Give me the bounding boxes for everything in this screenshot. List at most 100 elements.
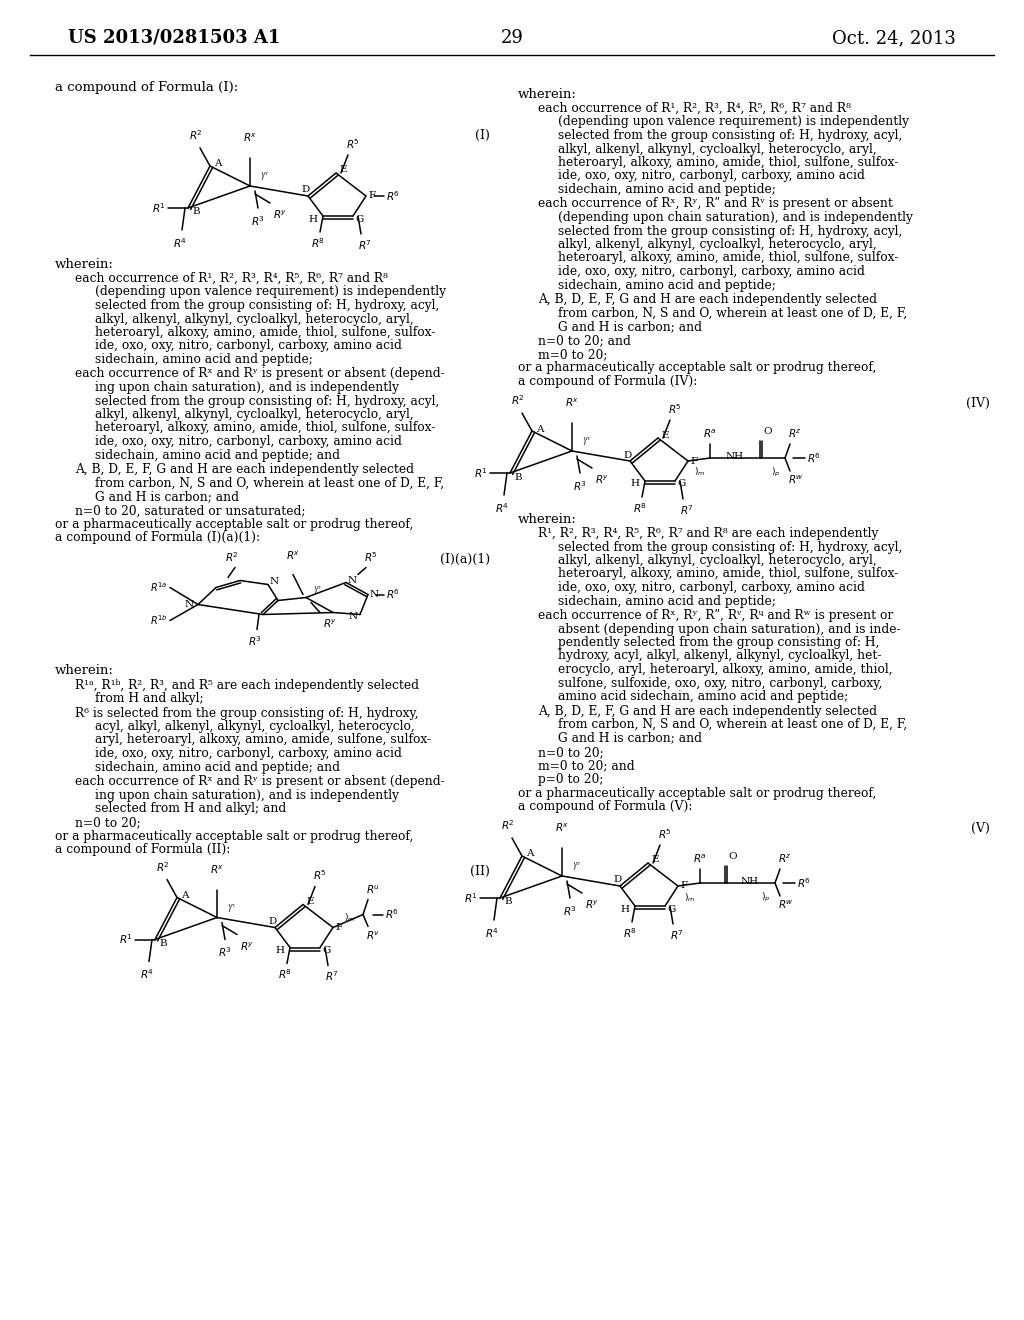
- Text: A: A: [536, 425, 544, 433]
- Text: $R^y$: $R^y$: [323, 618, 337, 630]
- Text: B: B: [514, 473, 521, 482]
- Text: $)^n$: $)^n$: [582, 436, 591, 447]
- Text: E: E: [339, 165, 346, 174]
- Text: selected from the group consisting of: H, hydroxy, acyl,: selected from the group consisting of: H…: [95, 300, 439, 312]
- Text: alkyl, alkenyl, alkynyl, cycloalkyl, heterocyclo, aryl,: alkyl, alkenyl, alkynyl, cycloalkyl, het…: [558, 238, 877, 251]
- Text: D: D: [613, 875, 623, 884]
- Text: H: H: [620, 904, 629, 913]
- Text: a compound of Formula (I)(a)(1):: a compound of Formula (I)(a)(1):: [55, 532, 260, 544]
- Text: ide, oxo, oxy, nitro, carbonyl, carboxy, amino acid: ide, oxo, oxy, nitro, carbonyl, carboxy,…: [558, 169, 865, 182]
- Text: sidechain, amino acid and peptide; and: sidechain, amino acid and peptide; and: [95, 449, 340, 462]
- Text: $R^6$: $R^6$: [386, 189, 400, 203]
- Text: H: H: [275, 946, 284, 954]
- Text: erocyclo, aryl, heteroaryl, alkoxy, amino, amide, thiol,: erocyclo, aryl, heteroaryl, alkoxy, amin…: [558, 663, 893, 676]
- Text: $R^5$: $R^5$: [313, 869, 327, 883]
- Text: from H and alkyl;: from H and alkyl;: [95, 692, 204, 705]
- Text: wherein:: wherein:: [55, 664, 114, 677]
- Text: $)^n$: $)^n$: [572, 861, 581, 873]
- Text: $R^u$: $R^u$: [366, 884, 380, 896]
- Text: absent (depending upon chain saturation), and is inde-: absent (depending upon chain saturation)…: [558, 623, 901, 635]
- Text: $R^4$: $R^4$: [485, 927, 499, 940]
- Text: $R^2$: $R^2$: [501, 818, 515, 832]
- Text: ide, oxo, oxy, nitro, carbonyl, carboxy, amino acid: ide, oxo, oxy, nitro, carbonyl, carboxy,…: [95, 747, 401, 760]
- Text: G and H is carbon; and: G and H is carbon; and: [558, 731, 702, 744]
- Text: sidechain, amino acid and peptide;: sidechain, amino acid and peptide;: [558, 279, 776, 292]
- Text: $R^2$: $R^2$: [189, 128, 203, 143]
- Text: sulfone, sulfoxide, oxo, oxy, nitro, carbonyl, carboxy,: sulfone, sulfoxide, oxo, oxy, nitro, car…: [558, 676, 883, 689]
- Text: heteroaryl, alkoxy, amino, amide, thiol, sulfone, sulfox-: heteroaryl, alkoxy, amino, amide, thiol,…: [558, 568, 898, 581]
- Text: each occurrence of Rˣ, Rʸ, Rʺ and Rᵛ is present or absent: each occurrence of Rˣ, Rʸ, Rʺ and Rᵛ is …: [538, 198, 893, 210]
- Text: $R^x$: $R^x$: [555, 821, 569, 834]
- Text: B: B: [504, 898, 512, 907]
- Text: heteroaryl, alkoxy, amino, amide, thiol, sulfone, sulfox-: heteroaryl, alkoxy, amino, amide, thiol,…: [95, 326, 435, 339]
- Text: sidechain, amino acid and peptide;: sidechain, amino acid and peptide;: [558, 594, 776, 607]
- Text: alkyl, alkenyl, alkynyl, cycloalkyl, heterocyclo, aryl,: alkyl, alkenyl, alkynyl, cycloalkyl, het…: [95, 313, 414, 326]
- Text: ide, oxo, oxy, nitro, carbonyl, carboxy, amino acid: ide, oxo, oxy, nitro, carbonyl, carboxy,…: [95, 436, 401, 447]
- Text: $R^{1a}$: $R^{1a}$: [151, 581, 168, 594]
- Text: $R^8$: $R^8$: [311, 236, 325, 249]
- Text: or a pharmaceutically acceptable salt or prodrug thereof,: or a pharmaceutically acceptable salt or…: [55, 517, 414, 531]
- Text: E: E: [651, 855, 658, 865]
- Text: alkyl, alkenyl, alkynyl, cycloalkyl, heterocyclo, aryl,: alkyl, alkenyl, alkynyl, cycloalkyl, het…: [558, 143, 877, 156]
- Text: wherein:: wherein:: [518, 513, 577, 525]
- Text: G: G: [355, 214, 364, 223]
- Text: $)_p$: $)_p$: [761, 891, 770, 904]
- Text: $R^1$: $R^1$: [119, 933, 133, 946]
- Text: $R^7$: $R^7$: [358, 238, 372, 252]
- Text: heteroaryl, alkoxy, amino, amide, thiol, sulfone, sulfox-: heteroaryl, alkoxy, amino, amide, thiol,…: [558, 252, 898, 264]
- Text: ide, oxo, oxy, nitro, carbonyl, carboxy, amino acid: ide, oxo, oxy, nitro, carbonyl, carboxy,…: [95, 339, 401, 352]
- Text: each occurrence of Rˣ, Rʸ, Rʺ, Rᵛ, Rᶣ and Rʷ is present or: each occurrence of Rˣ, Rʸ, Rʺ, Rᵛ, Rᶣ an…: [538, 609, 893, 622]
- Text: B: B: [193, 207, 200, 216]
- Text: $R^y$: $R^y$: [273, 209, 288, 222]
- Text: heteroaryl, alkoxy, amino, amide, thiol, sulfone, sulfox-: heteroaryl, alkoxy, amino, amide, thiol,…: [558, 156, 898, 169]
- Text: A: A: [181, 891, 188, 900]
- Text: a compound of Formula (II):: a compound of Formula (II):: [55, 843, 230, 857]
- Text: $R^{1b}$: $R^{1b}$: [151, 614, 168, 627]
- Text: $R^7$: $R^7$: [670, 928, 684, 941]
- Text: ide, oxo, oxy, nitro, carbonyl, carboxy, amino acid: ide, oxo, oxy, nitro, carbonyl, carboxy,…: [558, 265, 865, 279]
- Text: $R^1$: $R^1$: [152, 201, 166, 215]
- Text: D: D: [624, 450, 632, 459]
- Text: ing upon chain saturation), and is independently: ing upon chain saturation), and is indep…: [95, 788, 399, 801]
- Text: $R^5$: $R^5$: [658, 828, 672, 841]
- Text: amino acid sidechain, amino acid and peptide;: amino acid sidechain, amino acid and pep…: [558, 690, 848, 704]
- Text: $)^n$: $)^n$: [260, 170, 268, 182]
- Text: N: N: [270, 577, 280, 586]
- Text: each occurrence of R¹, R², R³, R⁴, R⁵, R⁶, R⁷ and R⁸: each occurrence of R¹, R², R³, R⁴, R⁵, R…: [75, 272, 388, 285]
- Text: $)_m$: $)_m$: [693, 466, 705, 479]
- Text: $R^2$: $R^2$: [511, 393, 525, 407]
- Text: aryl, heteroaryl, alkoxy, amino, amide, sulfone, sulfox-: aryl, heteroaryl, alkoxy, amino, amide, …: [95, 734, 431, 747]
- Text: A: A: [526, 850, 534, 858]
- Text: $R^2$: $R^2$: [156, 859, 170, 874]
- Text: $R^y$: $R^y$: [585, 899, 599, 911]
- Text: $)_p$: $)_p$: [771, 466, 780, 479]
- Text: N: N: [348, 576, 357, 585]
- Text: $R^w$: $R^w$: [778, 899, 794, 911]
- Text: a compound of Formula (I):: a compound of Formula (I):: [55, 82, 239, 95]
- Text: $R^8$: $R^8$: [278, 968, 292, 981]
- Text: D: D: [302, 186, 310, 194]
- Text: F: F: [680, 882, 687, 891]
- Text: wherein:: wherein:: [518, 88, 577, 102]
- Text: $R^4$: $R^4$: [140, 968, 154, 981]
- Text: B: B: [159, 939, 167, 948]
- Text: O: O: [763, 426, 772, 436]
- Text: $)^n$: $)^n$: [313, 583, 322, 595]
- Text: sidechain, amino acid and peptide;: sidechain, amino acid and peptide;: [558, 183, 776, 195]
- Text: or a pharmaceutically acceptable salt or prodrug thereof,: or a pharmaceutically acceptable salt or…: [518, 362, 877, 375]
- Text: alkyl, alkenyl, alkynyl, cycloalkyl, heterocyclo, aryl,: alkyl, alkenyl, alkynyl, cycloalkyl, het…: [558, 554, 877, 568]
- Text: $R^3$: $R^3$: [251, 214, 265, 228]
- Text: $R^3$: $R^3$: [563, 904, 577, 917]
- Text: from carbon, N, S and O, wherein at least one of D, E, F,: from carbon, N, S and O, wherein at leas…: [558, 718, 907, 731]
- Text: n=0 to 20;: n=0 to 20;: [75, 817, 140, 829]
- Text: NH: NH: [741, 876, 759, 886]
- Text: A, B, D, E, F, G and H are each independently selected: A, B, D, E, F, G and H are each independ…: [538, 293, 877, 306]
- Text: $R^a$: $R^a$: [693, 853, 707, 865]
- Text: G and H is carbon; and: G and H is carbon; and: [95, 490, 239, 503]
- Text: selected from the group consisting of: H, hydroxy, acyl,: selected from the group consisting of: H…: [558, 540, 902, 553]
- Text: NH: NH: [726, 451, 744, 461]
- Text: (I): (I): [475, 128, 490, 141]
- Text: or a pharmaceutically acceptable salt or prodrug thereof,: or a pharmaceutically acceptable salt or…: [55, 830, 414, 843]
- Text: or a pharmaceutically acceptable salt or prodrug thereof,: or a pharmaceutically acceptable salt or…: [518, 787, 877, 800]
- Text: (V): (V): [971, 821, 990, 834]
